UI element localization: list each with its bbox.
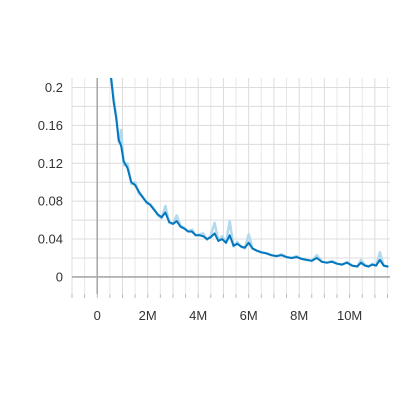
x-tick-label: 0 <box>94 308 101 323</box>
x-tick-label: 6M <box>240 308 258 323</box>
y-tick-label: 0.2 <box>45 80 63 95</box>
x-tick-label: 8M <box>290 308 308 323</box>
y-tick-label: 0.16 <box>38 118 63 133</box>
smoothed-series-line <box>110 78 389 268</box>
y-tick-label: 0.12 <box>38 156 63 171</box>
y-tick-label: 0.08 <box>38 194 63 209</box>
x-tick-label: 10M <box>337 308 362 323</box>
axes <box>71 78 390 298</box>
plot-background <box>72 78 390 294</box>
x-tick-label: 2M <box>139 308 157 323</box>
y-tick-label: 0.04 <box>38 232 63 247</box>
x-tick-label: 4M <box>189 308 207 323</box>
tick-labels: 0 0.04 0.08 0.12 0.16 0.2 0 2M 4M 6M 8M 10M <box>38 80 363 323</box>
series <box>109 78 389 268</box>
y-tick-label: 0 <box>56 269 63 284</box>
